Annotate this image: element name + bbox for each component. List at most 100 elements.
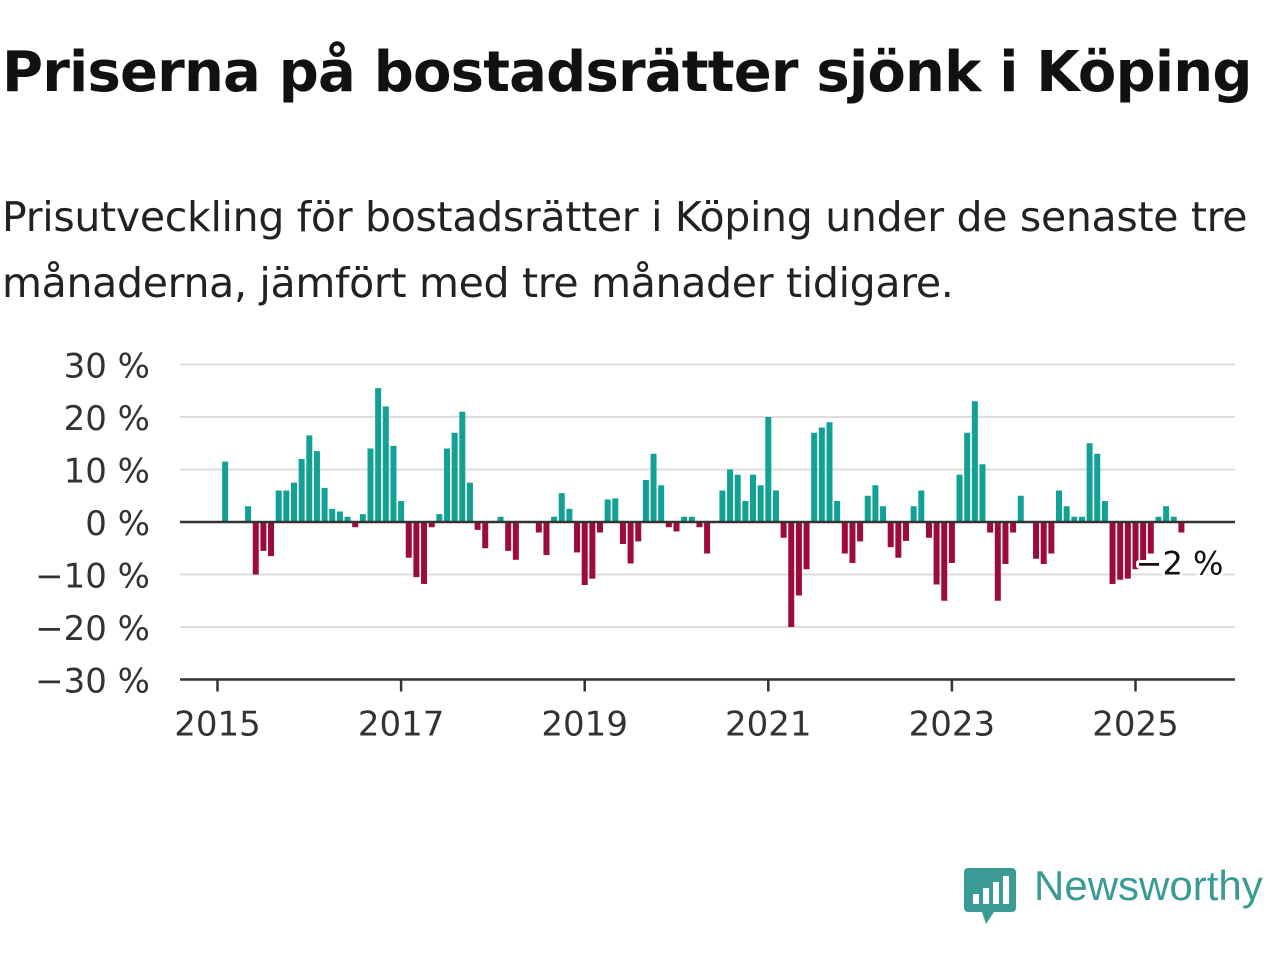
bar [535, 522, 542, 533]
bar [428, 522, 435, 528]
bar [222, 461, 229, 522]
bar [359, 514, 366, 522]
bar [336, 511, 343, 522]
bar [772, 490, 779, 522]
bar [956, 474, 963, 522]
bar [635, 522, 642, 542]
bar [1140, 522, 1147, 564]
latest-value-label: −2 % [1136, 545, 1224, 583]
bar [1063, 506, 1070, 522]
bar [382, 406, 389, 522]
bar [283, 490, 290, 522]
bar [1132, 522, 1139, 570]
bar [298, 459, 305, 522]
bar [313, 451, 320, 522]
bar [589, 522, 596, 579]
bar [857, 522, 864, 542]
bar [260, 522, 267, 551]
bar [933, 522, 940, 585]
bar [673, 522, 680, 532]
bar [971, 401, 978, 522]
y-tick-label: 10 % [64, 452, 150, 492]
bar [1147, 522, 1154, 554]
bar [1086, 443, 1093, 522]
bar [344, 516, 351, 522]
bar [1124, 522, 1131, 579]
bar [512, 522, 519, 560]
bar [1048, 522, 1055, 554]
bar [1163, 506, 1170, 522]
bar [864, 495, 871, 522]
bar [818, 427, 825, 522]
bar-series [222, 388, 1185, 627]
bar [459, 411, 466, 522]
y-tick-label: −30 % [35, 662, 150, 702]
bar [1071, 516, 1078, 522]
bar [352, 522, 359, 528]
bar [872, 485, 879, 522]
bar [765, 417, 772, 522]
grid-lines [180, 363, 1235, 628]
bar [665, 522, 672, 528]
bar [252, 522, 259, 575]
bar [619, 522, 626, 545]
bar [1170, 516, 1177, 522]
bar [681, 516, 688, 522]
bar [551, 516, 558, 522]
x-tick-label: 2023 [909, 705, 996, 745]
bar [880, 506, 887, 522]
bar [451, 432, 458, 522]
bar [1155, 516, 1162, 522]
bar [1178, 522, 1185, 533]
bar [642, 480, 649, 522]
bar [834, 501, 841, 522]
bar [795, 522, 802, 596]
bar [466, 482, 473, 522]
bar [979, 464, 986, 522]
bar [1101, 501, 1108, 522]
chart-title: Priserna på bostadsrätter sjönk i Köping [2, 40, 1252, 105]
bar [604, 499, 611, 522]
bar [1017, 495, 1024, 522]
bar [650, 453, 657, 522]
bar [903, 522, 909, 541]
bar [474, 522, 481, 530]
tick-labels: 30 % 20 % 10 % 0 % −10 % −20 % −30 % 2015 2017 20… [35, 347, 1226, 745]
bar [704, 522, 711, 554]
y-tick-label: 30 % [64, 347, 150, 387]
bar [841, 522, 848, 554]
bar [245, 506, 252, 522]
bar [1094, 453, 1101, 522]
bar [918, 490, 925, 522]
bar [803, 522, 810, 570]
bar [788, 522, 795, 627]
x-tick-label: 2015 [174, 705, 261, 745]
bar [398, 501, 405, 522]
bar [367, 448, 374, 522]
y-tick-label: 0 % [85, 504, 150, 544]
bar [436, 514, 443, 522]
bar [329, 508, 336, 522]
price-change-bar-chart: 30 % 20 % 10 % 0 % −10 % −20 % −30 % 2015 2017 20… [35, 347, 1235, 745]
bar [780, 522, 787, 538]
bar [505, 522, 512, 551]
bar [558, 493, 565, 522]
bar [727, 469, 734, 522]
bar [696, 522, 703, 528]
bar [597, 522, 603, 533]
bar [612, 498, 619, 522]
bar [321, 487, 328, 522]
bar [627, 522, 634, 564]
bar [497, 516, 504, 522]
bar [688, 516, 695, 522]
bar [964, 432, 971, 522]
bar [306, 435, 313, 522]
bar [405, 522, 412, 558]
bar [658, 485, 665, 522]
bar [581, 522, 588, 585]
bar [925, 522, 932, 538]
x-tick-label: 2025 [1092, 705, 1179, 745]
bar [887, 522, 894, 548]
bar [1109, 522, 1116, 584]
bar [566, 508, 573, 522]
